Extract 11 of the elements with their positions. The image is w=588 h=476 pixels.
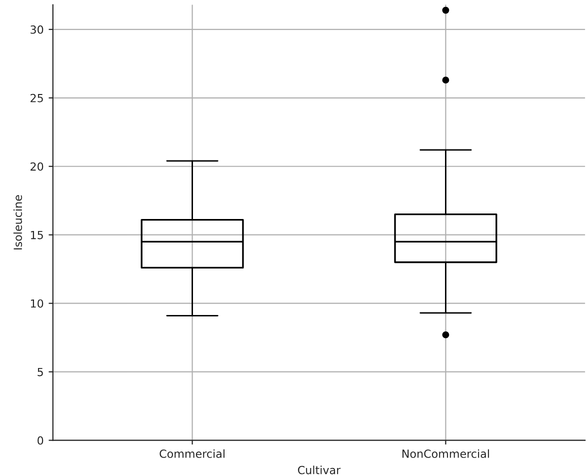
y-tick-label: 30 (30, 25, 44, 34)
y-tick-label: 10 (30, 299, 44, 308)
x-tick-label: Commercial (160, 449, 224, 458)
y-tick-label: 5 (38, 368, 43, 376)
x-axis-title: Cultivar (298, 466, 341, 474)
y-tick-label: 0 (38, 436, 44, 445)
y-tick-label: 20 (30, 162, 44, 171)
y-axis-title: Isoleucine (13, 195, 22, 250)
x-tick-label: NonCommercial (402, 449, 489, 458)
y-tick-label: 25 (30, 94, 43, 102)
y-tick-label: 15 (30, 230, 43, 240)
